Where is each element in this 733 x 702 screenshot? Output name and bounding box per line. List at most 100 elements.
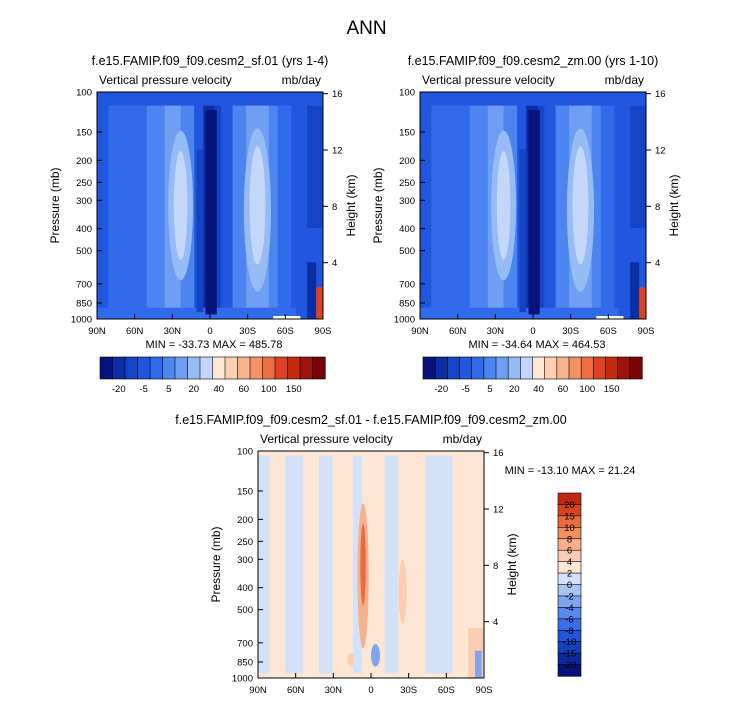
colorbar-box [312, 356, 326, 380]
y2-tick-label: 8 [493, 561, 498, 572]
y-tick-label: 200 [237, 515, 253, 526]
colorbar-label: 20 [564, 500, 575, 511]
colorbar-box [434, 356, 448, 380]
colorbar-label: 150 [604, 384, 620, 395]
chart-panel-2: f.e15.FAMIP.f09_f09.cesm2_zm.00 (yrs 1-1… [371, 54, 681, 395]
colorbar-box [629, 356, 643, 380]
colorbar-label: -4 [565, 603, 573, 614]
y2-tick-label: 12 [493, 504, 504, 515]
colorbar-box [199, 356, 214, 380]
y-tick-label: 400 [237, 583, 253, 594]
colorbar-box [124, 356, 139, 380]
colorbar-label: 20 [509, 384, 520, 395]
colorbar-box [471, 356, 485, 380]
y-tick-label: 300 [237, 555, 253, 566]
variable-label: Vertical pressure velocity [260, 432, 393, 446]
x-tick-label: 30S [239, 326, 256, 337]
colorbar-box [593, 356, 607, 380]
x-tick-label: 90N [88, 326, 106, 337]
y2-tick-label: 8 [655, 202, 660, 213]
field-contour [307, 262, 317, 319]
topography-mask [596, 316, 624, 319]
y-tick-label: 1000 [394, 315, 415, 326]
colorbar-box [249, 356, 264, 380]
colorbar-box [274, 356, 289, 380]
field-column [469, 103, 489, 308]
colorbar-box [483, 356, 497, 380]
colorbar-label: 4 [567, 557, 572, 568]
units-label: mb/day [282, 73, 321, 87]
field-column [97, 103, 109, 308]
colorbar-box [520, 356, 534, 380]
x-tick-label: 60S [600, 326, 617, 337]
field-contour [630, 262, 640, 319]
colorbar-box [99, 356, 114, 380]
topography-mask [273, 316, 301, 319]
colorbar-box [162, 356, 176, 380]
colorbar-label: 100 [261, 384, 277, 395]
field-column [108, 103, 148, 308]
colorbar-label: -8 [565, 626, 573, 637]
field-column [319, 455, 333, 674]
field-contour [316, 287, 323, 319]
min-max-label: MIN = -34.64 MAX = 464.53 [469, 339, 606, 351]
y-tick-label: 400 [399, 224, 415, 235]
colorbar-box [580, 356, 594, 380]
colorbar-box [495, 356, 509, 380]
y-axis-title: Pressure (mb) [209, 526, 223, 602]
y-tick-label: 1000 [232, 674, 253, 685]
colorbar-box [137, 356, 151, 380]
x-tick-label: 60N [449, 326, 467, 337]
field-contour [572, 146, 589, 265]
colorbar-box [605, 356, 619, 380]
y2-tick-label: 8 [332, 202, 337, 213]
colorbar-label: 5 [166, 384, 171, 395]
plot-area [97, 92, 323, 319]
field-contour [205, 110, 217, 315]
colorbar-box [262, 356, 276, 380]
colorbar-box [557, 664, 582, 677]
field-contour [249, 146, 266, 265]
colorbar-label: 15 [564, 511, 575, 522]
colorbar-label: 100 [579, 384, 595, 395]
field-band [420, 92, 646, 106]
page-title: ANN [346, 18, 387, 39]
field-column [221, 103, 234, 308]
x-tick-label: 90S [315, 326, 332, 337]
x-tick-label: 30N [325, 685, 343, 696]
plot-area [420, 92, 646, 319]
colorbar-label: -20 [434, 384, 448, 395]
y-tick-label: 500 [76, 246, 92, 257]
colorbar-label: -20 [112, 384, 126, 395]
field-column [258, 455, 270, 674]
colorbar-box [507, 356, 521, 380]
y2-tick-label: 16 [655, 89, 666, 100]
y2-axis-title: Height (km) [667, 174, 681, 236]
colorbar-box [287, 356, 301, 380]
x-tick-label: 60N [287, 685, 305, 696]
field-column [600, 103, 615, 308]
y2-axis-title: Height (km) [344, 174, 358, 236]
y-tick-label: 100 [237, 447, 253, 458]
x-tick-label: 30N [487, 326, 505, 337]
colorbar-box [422, 356, 436, 380]
y-tick-label: 150 [399, 127, 415, 138]
colorbar-label: 60 [238, 384, 249, 395]
y-tick-label: 1000 [71, 315, 92, 326]
y-tick-label: 300 [76, 196, 92, 207]
colorbar-label: 150 [286, 384, 302, 395]
y-tick-label: 200 [76, 156, 92, 167]
field-contour [519, 148, 527, 313]
field-column [425, 455, 453, 674]
y2-tick-label: 4 [493, 617, 498, 628]
y-tick-label: 150 [76, 127, 92, 138]
colorbar-label: 6 [567, 546, 572, 557]
colorbar-box [447, 356, 461, 380]
field-contour [496, 151, 511, 260]
colorbar-label: 2 [567, 569, 572, 580]
colorbar-label: 40 [533, 384, 544, 395]
colorbar-label: -15 [563, 649, 577, 660]
variable-label: Vertical pressure velocity [422, 73, 555, 87]
colorbar-box [556, 356, 570, 380]
